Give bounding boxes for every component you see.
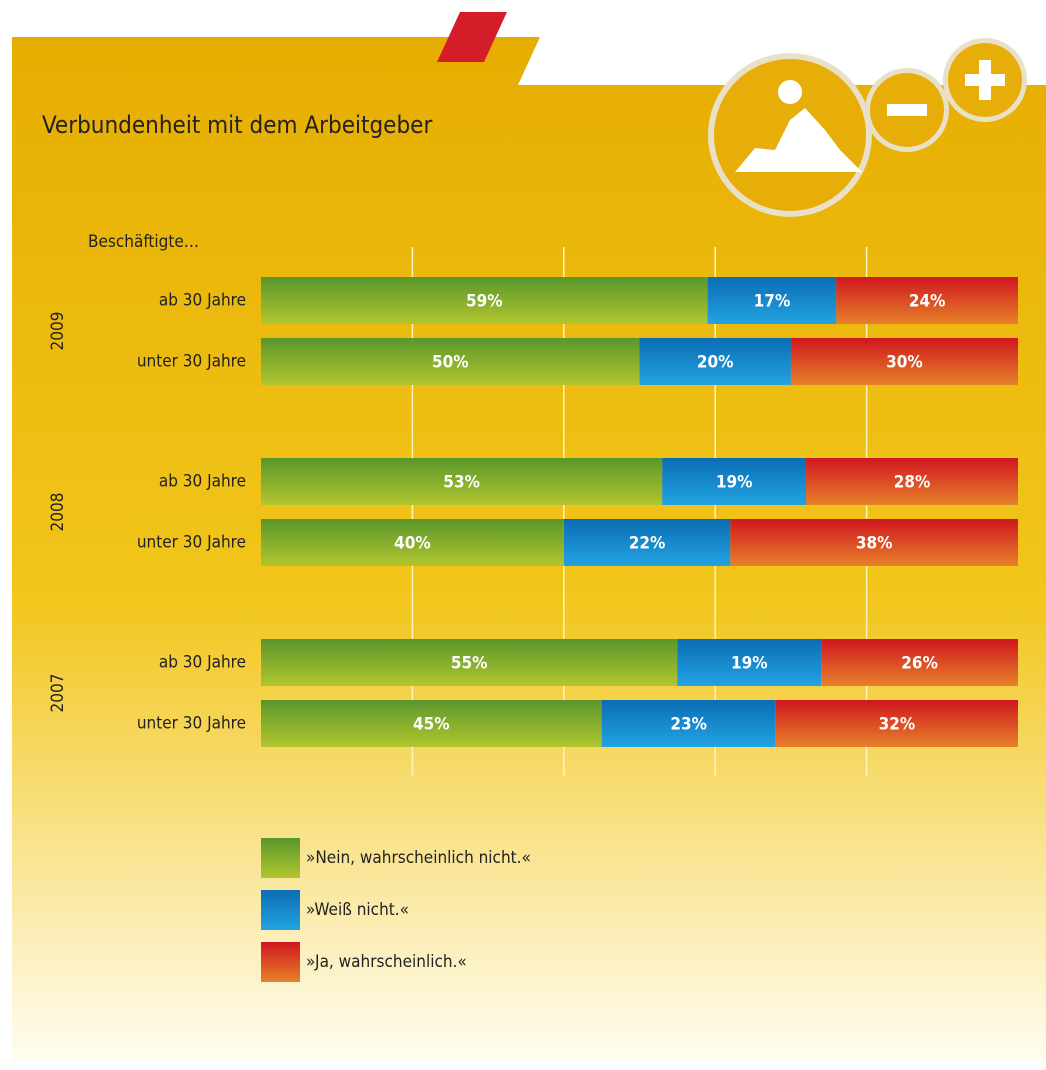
data-label: 22% bbox=[629, 534, 666, 554]
icon bbox=[708, 38, 1027, 217]
data-label: 53% bbox=[443, 473, 480, 493]
data-label: 50% bbox=[432, 353, 469, 373]
bar-segment bbox=[821, 639, 1018, 686]
data-label: 23% bbox=[670, 715, 707, 735]
legend-swatch bbox=[261, 890, 300, 930]
data-label: 28% bbox=[894, 473, 931, 493]
data-label: 26% bbox=[901, 654, 938, 674]
bar-segment bbox=[261, 519, 564, 566]
data-label: 20% bbox=[697, 353, 734, 373]
data-label: 40% bbox=[394, 534, 431, 554]
bar-segment bbox=[261, 338, 640, 385]
group-label: 2008 bbox=[48, 493, 68, 532]
group-label: 2007 bbox=[48, 674, 68, 713]
data-label: 59% bbox=[466, 292, 503, 312]
data-label: 19% bbox=[731, 654, 768, 674]
bar-segment bbox=[261, 639, 678, 686]
data-label: 38% bbox=[856, 534, 893, 554]
y-tick-label: unter 30 Jahre bbox=[137, 714, 246, 734]
bar-segment bbox=[662, 458, 807, 505]
chart-title: Verbundenheit mit dem Arbeitgeber bbox=[42, 111, 432, 139]
data-label: 32% bbox=[879, 715, 916, 735]
legend-swatch bbox=[261, 942, 300, 982]
bar-segment bbox=[261, 700, 602, 747]
bar-segment bbox=[806, 458, 1018, 505]
data-label: 19% bbox=[716, 473, 753, 493]
accent bbox=[437, 12, 507, 62]
group-label: 2009 bbox=[48, 312, 68, 351]
y-tick-label: ab 30 Jahre bbox=[159, 653, 246, 673]
bar-segment bbox=[261, 458, 663, 505]
y-tick-label: ab 30 Jahre bbox=[159, 291, 246, 311]
bar-segment bbox=[563, 519, 731, 566]
bar-segment bbox=[261, 277, 708, 324]
bar-segment bbox=[790, 338, 1018, 385]
y-tick-label: unter 30 Jahre bbox=[137, 352, 246, 372]
y-tick-label: ab 30 Jahre bbox=[159, 472, 246, 492]
data-label: 45% bbox=[413, 715, 450, 735]
bar-segment bbox=[601, 700, 776, 747]
data-label: 55% bbox=[451, 654, 488, 674]
bar-segment bbox=[677, 639, 822, 686]
legend-swatch bbox=[261, 838, 300, 878]
bar-segment bbox=[730, 519, 1018, 566]
bar-segment bbox=[775, 700, 1018, 747]
category-axis-label: Beschäftigte… bbox=[88, 232, 199, 252]
legend-label: »Ja, wahrscheinlich.« bbox=[306, 952, 467, 972]
data-label: 24% bbox=[909, 292, 946, 312]
legend-label: »Nein, wahrscheinlich nicht.« bbox=[306, 848, 531, 868]
legend-label: »Weiß nicht.« bbox=[306, 900, 409, 920]
data-label: 17% bbox=[754, 292, 791, 312]
y-tick-label: unter 30 Jahre bbox=[137, 533, 246, 553]
data-label: 30% bbox=[886, 353, 923, 373]
bar-segment bbox=[639, 338, 791, 385]
bar-segment bbox=[707, 277, 837, 324]
bar-segment bbox=[836, 277, 1018, 324]
